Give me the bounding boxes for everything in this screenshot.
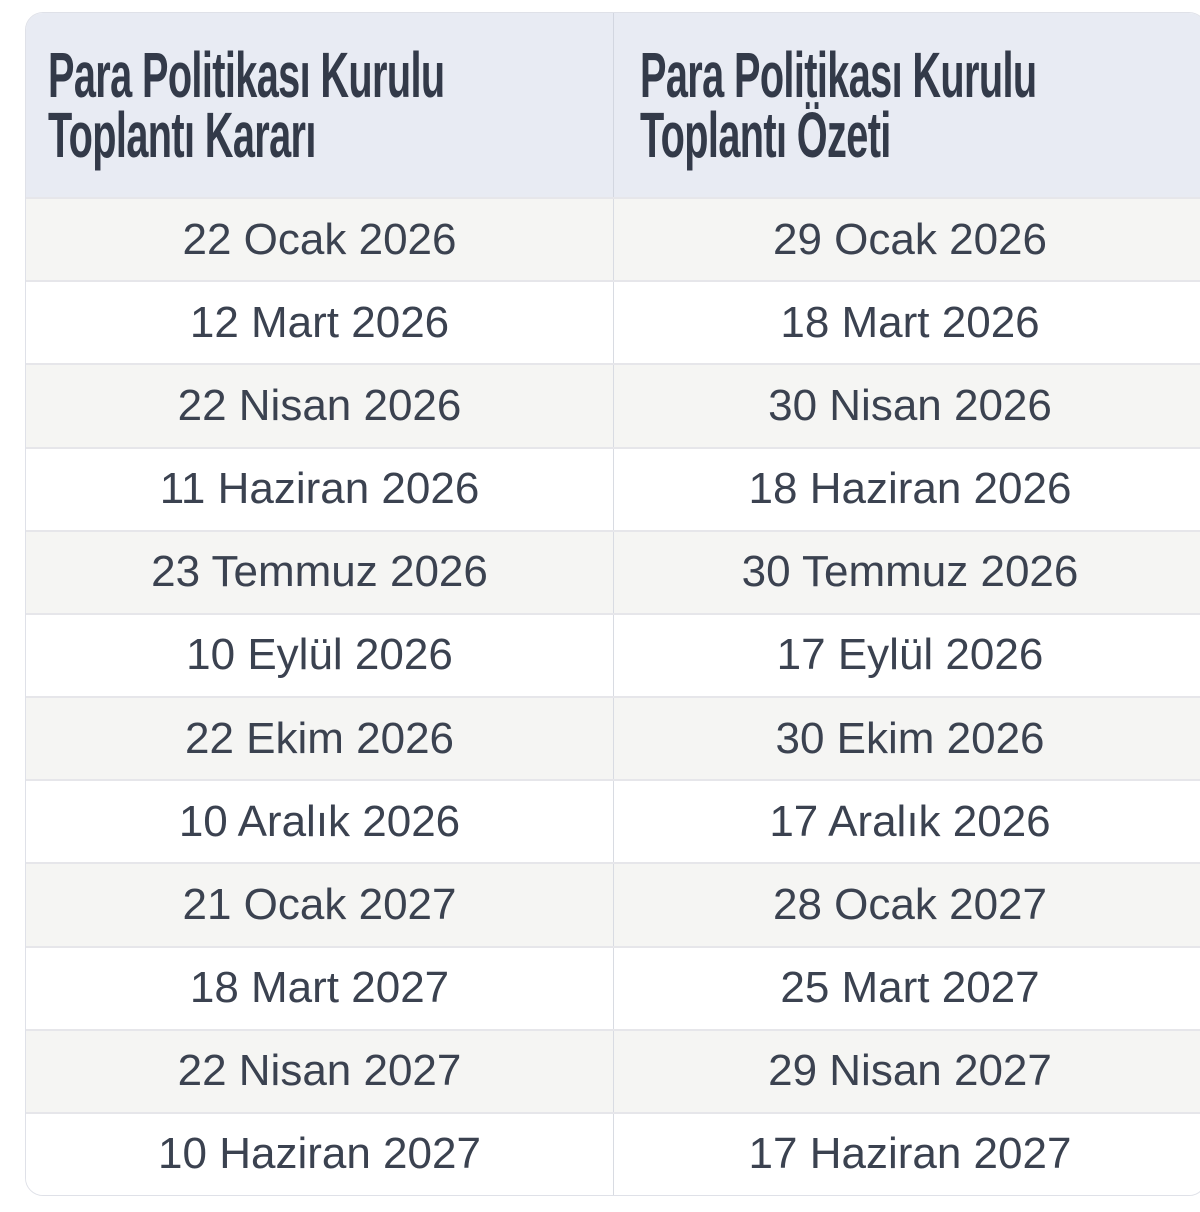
table-row: 22 Nisan 2026 30 Nisan 2026 bbox=[26, 363, 1200, 447]
table-body: 22 Ocak 2026 29 Ocak 2026 12 Mart 2026 1… bbox=[26, 197, 1200, 1195]
karar-date-cell: 10 Aralık 2026 bbox=[26, 781, 614, 863]
karar-date-cell: 22 Nisan 2027 bbox=[26, 1030, 614, 1112]
column-header-ozet: Para Politikası Kurulu Toplantı Özeti bbox=[614, 13, 1200, 197]
ozet-date-cell: 28 Ocak 2027 bbox=[773, 879, 1047, 929]
table-row: 23 Temmuz 2026 30 Temmuz 2026 bbox=[26, 529, 1200, 613]
karar-date-cell: 18 Mart 2027 bbox=[26, 947, 614, 1029]
karar-date-cell: 11 Haziran 2026 bbox=[26, 448, 614, 530]
table-header-row: Para Politikası Kurulu Toplantı Kararı P… bbox=[26, 13, 1200, 197]
ozet-date-cell: 18 Haziran 2026 bbox=[748, 464, 1072, 514]
karar-date-cell: 22 Ekim 2026 bbox=[26, 698, 614, 780]
meeting-schedule-table: Para Politikası Kurulu Toplantı Kararı P… bbox=[25, 12, 1200, 1196]
ozet-date-cell: 18 Mart 2026 bbox=[780, 297, 1040, 347]
table-row: 22 Ekim 2026 30 Ekim 2026 bbox=[26, 696, 1200, 780]
table-row: 18 Mart 2027 25 Mart 2027 bbox=[26, 945, 1200, 1029]
karar-date-cell: 10 Eylül 2026 bbox=[26, 614, 614, 697]
ozet-date-cell: 29 Nisan 2027 bbox=[768, 1046, 1052, 1096]
column-header-karar-line1: Para Politikası Kurulu bbox=[48, 39, 445, 111]
karar-date-cell: 12 Mart 2026 bbox=[26, 282, 614, 364]
table-row: 22 Ocak 2026 29 Ocak 2026 bbox=[26, 197, 1200, 281]
ozet-date-cell: 17 Eylül 2026 bbox=[776, 630, 1044, 680]
table-row: 12 Mart 2026 18 Mart 2026 bbox=[26, 280, 1200, 364]
karar-date-cell: 21 Ocak 2027 bbox=[26, 864, 614, 946]
ozet-date-cell: 30 Temmuz 2026 bbox=[741, 547, 1079, 597]
table-row: 10 Eylül 2026 17 Eylül 2026 bbox=[26, 612, 1200, 697]
table-row: 21 Ocak 2027 28 Ocak 2027 bbox=[26, 862, 1200, 946]
karar-date-cell: 23 Temmuz 2026 bbox=[26, 531, 614, 613]
column-header-karar: Para Politikası Kurulu Toplantı Kararı bbox=[26, 13, 614, 197]
table-row: 22 Nisan 2027 29 Nisan 2027 bbox=[26, 1028, 1200, 1112]
ozet-date-cell: 17 Aralık 2026 bbox=[769, 796, 1051, 846]
ozet-date-cell: 17 Haziran 2027 bbox=[748, 1129, 1072, 1179]
karar-date-cell: 10 Haziran 2027 bbox=[26, 1113, 614, 1195]
column-header-ozet-line1: Para Politikası Kurulu bbox=[640, 39, 1037, 111]
ozet-date-cell: 29 Ocak 2026 bbox=[773, 214, 1047, 264]
karar-date-cell: 22 Ocak 2026 bbox=[26, 199, 614, 281]
ozet-date-cell: 30 Nisan 2026 bbox=[768, 380, 1052, 430]
ozet-date-cell: 25 Mart 2027 bbox=[780, 963, 1040, 1013]
table-row: 10 Haziran 2027 17 Haziran 2027 bbox=[26, 1111, 1200, 1195]
column-header-ozet-line2: Toplantı Özeti bbox=[640, 99, 891, 171]
ozet-date-cell: 30 Ekim 2026 bbox=[775, 713, 1045, 763]
karar-date-cell: 22 Nisan 2026 bbox=[26, 365, 614, 447]
table-row: 11 Haziran 2026 18 Haziran 2026 bbox=[26, 446, 1200, 530]
column-header-karar-line2: Toplantı Kararı bbox=[48, 99, 316, 171]
table-row: 10 Aralık 2026 17 Aralık 2026 bbox=[26, 779, 1200, 863]
